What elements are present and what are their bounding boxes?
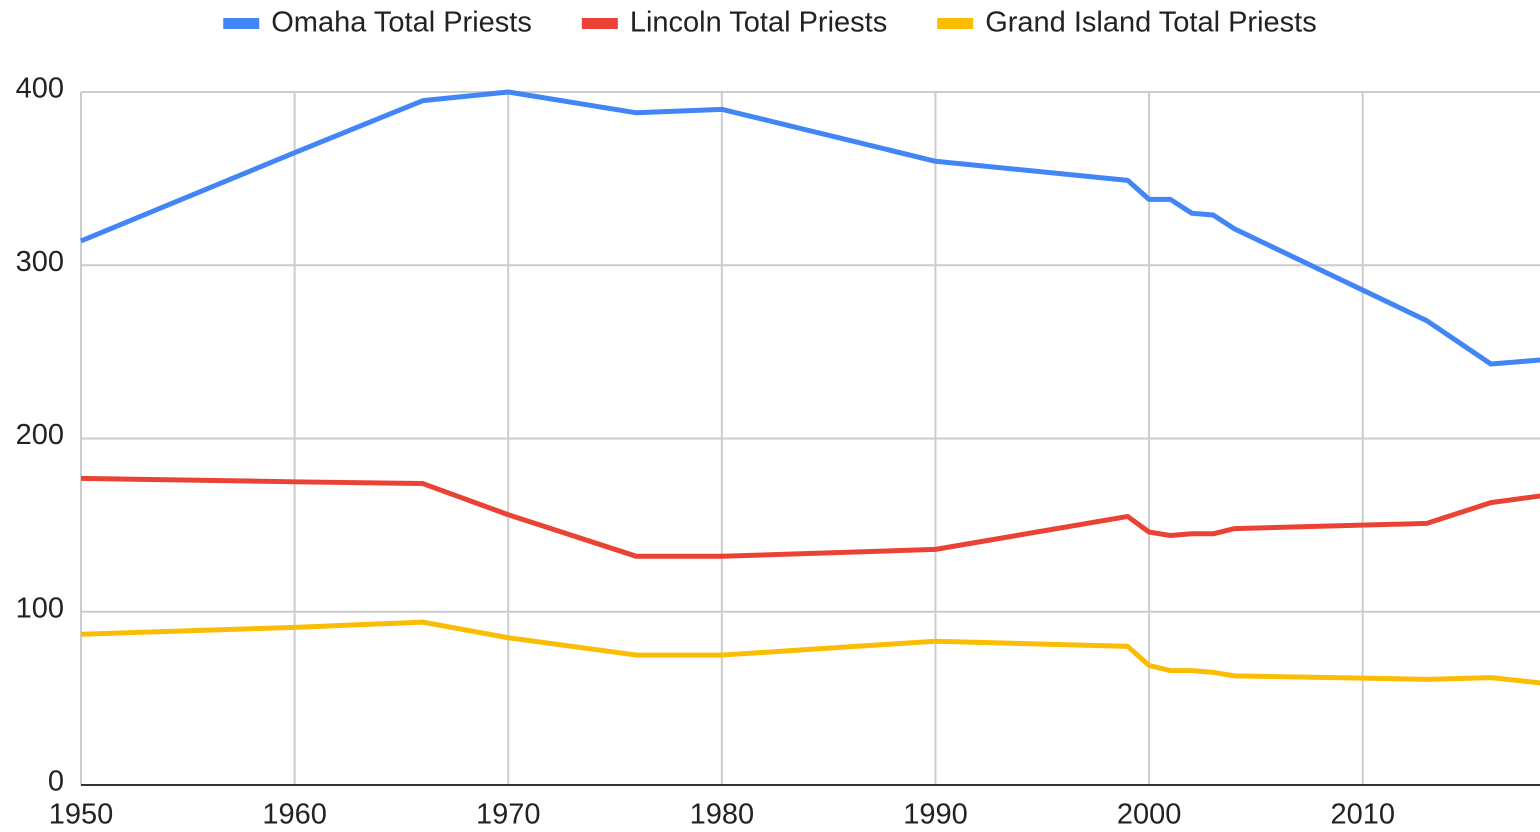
y-tick-label: 100 [16, 592, 64, 624]
legend-label: Lincoln Total Priests [630, 7, 887, 39]
legend-item: Grand Island Total Priests [937, 7, 1317, 39]
series-line [80, 89, 1540, 367]
x-tick-label: 1950 [49, 799, 114, 831]
y-tick-label: 400 [16, 73, 64, 105]
legend-label: Grand Island Total Priests [985, 7, 1317, 39]
legend-swatch [581, 18, 618, 29]
x-tick-label: 1960 [262, 799, 327, 831]
x-tick-label: 1970 [476, 799, 541, 831]
legend-label: Omaha Total Priests [271, 7, 532, 39]
legend-swatch [223, 18, 260, 29]
x-tick-label: 1990 [903, 799, 968, 831]
legend-swatch [937, 18, 974, 29]
series-line [80, 475, 1540, 559]
x-tick-label: 2010 [1330, 799, 1395, 831]
y-tick-label: 200 [16, 419, 64, 451]
legend-item: Lincoln Total Priests [581, 7, 887, 39]
y-tick-label: 300 [16, 246, 64, 278]
y-tick-label: 0 [48, 766, 64, 798]
series-line [80, 619, 1540, 686]
x-tick-label: 2000 [1117, 799, 1182, 831]
x-tick-label: 1980 [690, 799, 755, 831]
legend-item: Omaha Total Priests [223, 7, 532, 39]
